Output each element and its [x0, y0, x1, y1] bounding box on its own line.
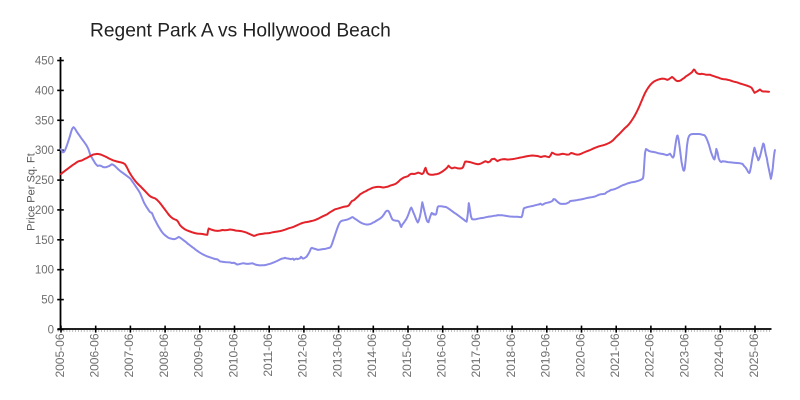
svg-text:2011-06: 2011-06 — [261, 333, 275, 376]
svg-text:2013-06: 2013-06 — [330, 333, 344, 377]
svg-text:2008-06: 2008-06 — [157, 333, 171, 377]
svg-text:2018-06: 2018-06 — [504, 333, 518, 377]
svg-text:2017-06: 2017-06 — [469, 333, 483, 377]
svg-text:Regent Park A vs Hollywood Bea: Regent Park A vs Hollywood Beach — [90, 21, 391, 42]
svg-text:50: 50 — [41, 295, 54, 307]
svg-text:2010-06: 2010-06 — [226, 333, 240, 377]
svg-text:2024-06: 2024-06 — [712, 333, 726, 377]
svg-text:2022-06: 2022-06 — [643, 333, 657, 377]
svg-text:2016-06: 2016-06 — [435, 333, 449, 377]
svg-text:250: 250 — [35, 175, 54, 187]
svg-text:400: 400 — [35, 85, 54, 97]
svg-text:Price Per Sq. Ft: Price Per Sq. Ft — [26, 153, 38, 231]
svg-text:150: 150 — [35, 235, 54, 247]
svg-text:300: 300 — [35, 145, 54, 157]
svg-text:2019-06: 2019-06 — [539, 333, 553, 377]
svg-text:2015-06: 2015-06 — [400, 333, 414, 377]
svg-text:350: 350 — [35, 115, 54, 127]
svg-text:2020-06: 2020-06 — [573, 333, 587, 377]
svg-text:100: 100 — [35, 265, 54, 277]
svg-text:200: 200 — [35, 205, 54, 217]
svg-text:2007-06: 2007-06 — [122, 333, 136, 377]
svg-text:2005-06: 2005-06 — [53, 333, 67, 377]
svg-text:2009-06: 2009-06 — [192, 333, 206, 377]
svg-text:0: 0 — [48, 325, 54, 337]
svg-text:2014-06: 2014-06 — [365, 333, 379, 377]
svg-text:450: 450 — [35, 56, 54, 68]
svg-text:2006-06: 2006-06 — [88, 333, 102, 377]
svg-text:2012-06: 2012-06 — [296, 333, 310, 377]
svg-text:2021-06: 2021-06 — [608, 333, 622, 377]
svg-text:2023-06: 2023-06 — [677, 333, 691, 377]
svg-text:2025-06: 2025-06 — [747, 333, 761, 377]
